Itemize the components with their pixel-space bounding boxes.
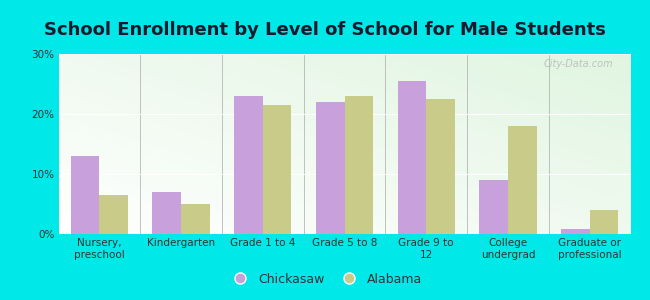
Text: City-Data.com: City-Data.com	[543, 59, 614, 69]
Bar	[344, 96, 373, 234]
Bar	[590, 210, 618, 234]
Bar	[181, 204, 210, 234]
Legend: Chickasaw, Alabama: Chickasaw, Alabama	[223, 268, 427, 291]
Bar	[71, 156, 99, 234]
Bar	[234, 96, 263, 234]
Bar	[153, 192, 181, 234]
Bar	[99, 195, 128, 234]
Bar	[508, 126, 536, 234]
Bar	[398, 81, 426, 234]
Bar	[426, 99, 455, 234]
Bar	[561, 229, 590, 234]
Text: School Enrollment by Level of School for Male Students: School Enrollment by Level of School for…	[44, 21, 606, 39]
Bar	[479, 180, 508, 234]
Bar	[263, 105, 291, 234]
Bar	[316, 102, 344, 234]
